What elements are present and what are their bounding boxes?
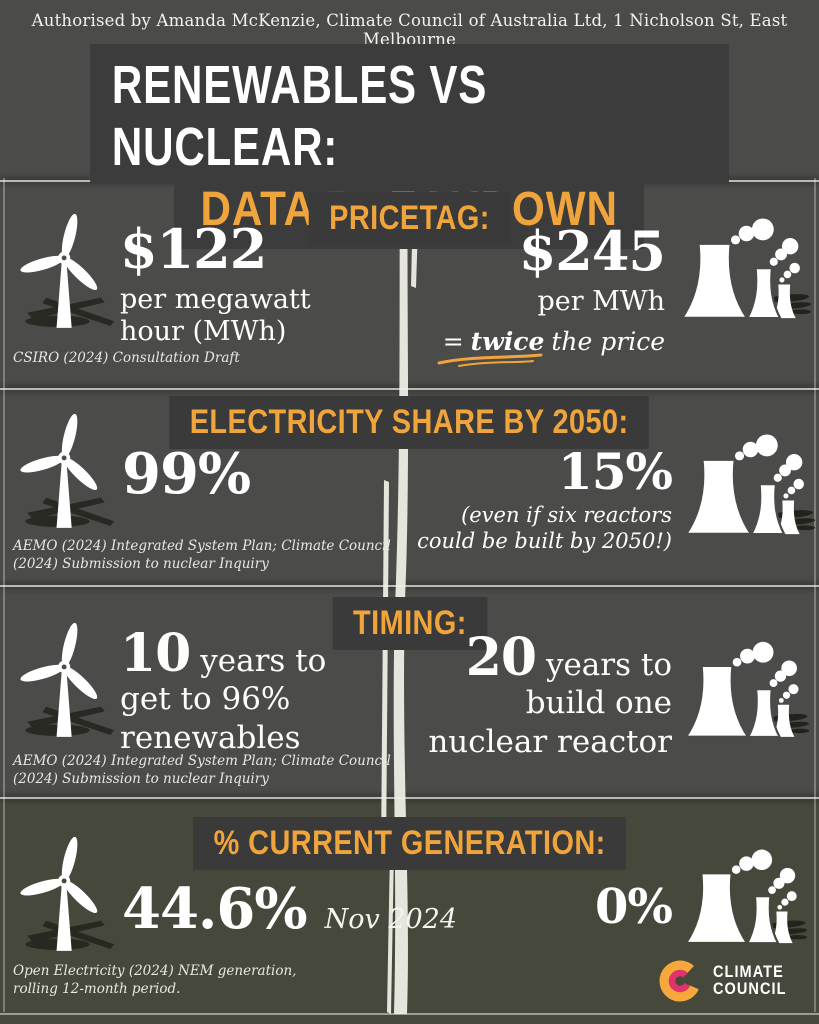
price-comparison-note: = twice the price xyxy=(437,326,665,367)
section-heading: % CURRENT GENERATION: xyxy=(213,824,606,862)
nuclear-value: 0% xyxy=(594,879,673,935)
nuclear-note-line1: (even if six reactors xyxy=(461,503,672,527)
section-pricetag: PRICETAG: $122 per megawatt hour (MWh) C… xyxy=(0,180,819,388)
nuclear-stat: 15% (even if six reactors could be built… xyxy=(417,442,673,555)
source-line1: AEMO (2024) Integrated System Plan; Clim… xyxy=(13,538,391,554)
source-note: AEMO (2024) Integrated System Plan; Clim… xyxy=(13,538,391,573)
title-line1: RENEWABLES VS NUCLEAR: xyxy=(111,55,488,177)
source-note: AEMO (2024) Integrated System Plan; Clim… xyxy=(13,753,391,788)
nuclear-value: 15% xyxy=(557,442,673,501)
logo-text-line1: CLIMATE xyxy=(713,962,785,981)
nuclear-note-line2: could be built by 2050!) xyxy=(417,529,672,554)
wind-turbine-icon xyxy=(14,212,118,336)
logo-text-line2: COUNCIL xyxy=(713,980,787,998)
renewables-value: 44.6% xyxy=(122,876,308,942)
climate-council-logo: CLIMATE COUNCIL xyxy=(656,957,797,1005)
source-line2: (2024) Submission to nuclear Inquiry xyxy=(13,770,269,787)
note-suffix: the price xyxy=(551,326,665,356)
wind-turbine-icon xyxy=(14,412,118,536)
source-note: CSIRO (2024) Consultation Draft xyxy=(13,350,240,366)
nuclear-line1: years to xyxy=(545,647,672,683)
renewables-line1: years to xyxy=(200,643,327,679)
renewables-line2: get to 96% xyxy=(120,681,291,718)
cooling-tower-icon xyxy=(684,849,808,945)
section-heading: TIMING: xyxy=(352,604,467,642)
note-emphasis: twice xyxy=(470,326,545,356)
section-heading: PRICETAG: xyxy=(329,199,490,237)
renewables-value: $122 xyxy=(120,217,267,281)
section-heading-box: ELECTRICITY SHARE BY 2050: xyxy=(169,396,650,449)
note-prefix: = xyxy=(442,326,464,356)
renewables-caption-line2: hour (MWh) xyxy=(120,315,287,347)
section-timing: TIMING: 10 years to get to 96% renewable… xyxy=(0,585,819,797)
cooling-tower-icon xyxy=(684,434,816,536)
source-line2: rolling 12-month period. xyxy=(13,980,181,997)
renewables-stat: 10 years to get to 96% renewables xyxy=(120,627,326,757)
renewables-caption-line1: per megawatt xyxy=(120,284,311,316)
renewables-value: 99% xyxy=(122,441,251,507)
source-line2: (2024) Submission to nuclear Inquiry xyxy=(13,555,269,572)
source-note: Open Electricity (2024) NEM generation, … xyxy=(13,963,296,998)
renewables-annotation: Nov 2024 xyxy=(324,904,458,935)
nuclear-stat: 20 years to build one nuclear reactor xyxy=(428,631,672,761)
nuclear-line3: nuclear reactor xyxy=(428,723,672,760)
renewables-value: 10 xyxy=(120,623,191,684)
nuclear-caption: per MWh xyxy=(537,286,665,318)
renewables-stat: $122 per megawatt hour (MWh) xyxy=(120,217,311,348)
section-heading: ELECTRICITY SHARE BY 2050: xyxy=(190,403,629,441)
nuclear-value: 20 xyxy=(465,627,537,688)
orange-scribble-underline xyxy=(437,353,543,367)
renewables-stat: 44.6% Nov 2024 xyxy=(122,876,458,942)
renewables-line3: renewables xyxy=(120,719,301,756)
section-heading-box: % CURRENT GENERATION: xyxy=(193,817,626,870)
nuclear-value: $245 xyxy=(518,219,666,283)
section-current-generation: % CURRENT GENERATION: 44.6% Nov 2024 Ope… xyxy=(0,797,819,1024)
section-heading-box: PRICETAG: xyxy=(308,192,511,245)
section-heading-box: TIMING: xyxy=(332,597,487,650)
wind-turbine-icon xyxy=(14,621,118,745)
nuclear-stat: $245 per MWh = twice the price xyxy=(437,219,666,367)
cooling-tower-icon xyxy=(684,641,810,739)
source-line1: Open Electricity (2024) NEM generation, xyxy=(13,963,297,979)
title-line1-box: RENEWABLES VS NUCLEAR: xyxy=(90,44,729,184)
nuclear-line2: build one xyxy=(525,685,672,722)
climate-council-c-icon xyxy=(659,960,701,1002)
wind-turbine-icon xyxy=(14,835,118,959)
source-line1: AEMO (2024) Integrated System Plan; Clim… xyxy=(13,753,391,769)
cooling-tower-icon xyxy=(680,218,812,320)
section-electricity-share: ELECTRICITY SHARE BY 2050: 99% AEMO (202… xyxy=(0,388,819,585)
